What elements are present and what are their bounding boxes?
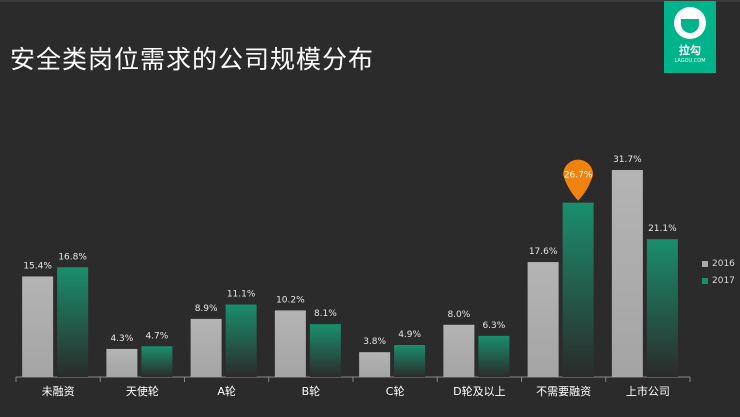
legend-label-2017: 2017 xyxy=(712,275,735,286)
data-label: 6.3% xyxy=(482,321,505,331)
data-label: 4.9% xyxy=(398,330,421,340)
bar-2016-3 xyxy=(274,310,306,377)
bar-2017-1 xyxy=(141,346,173,377)
legend-label-2016: 2016 xyxy=(712,258,735,269)
bar-2016-5 xyxy=(443,324,475,377)
bar-2017-5 xyxy=(478,335,510,377)
legend-item-2017: 2017 xyxy=(702,272,735,289)
logo-mark-icon xyxy=(674,7,706,39)
logo-subtext: LAGOU.COM xyxy=(674,58,706,64)
data-label: 4.3% xyxy=(110,334,133,344)
data-label: 16.8% xyxy=(58,252,87,262)
bar-2016-4 xyxy=(359,352,391,377)
x-tick-label: 未融资 xyxy=(42,385,75,398)
bar-2016-7 xyxy=(611,170,643,377)
bar-2017-4 xyxy=(394,345,426,377)
data-label: 3.8% xyxy=(363,337,386,347)
data-label: 17.6% xyxy=(529,247,558,257)
data-label: 8.9% xyxy=(195,304,218,314)
legend-item-2016: 2016 xyxy=(702,255,735,272)
x-tick-label: 天使轮 xyxy=(126,384,159,398)
data-label: 11.1% xyxy=(227,290,256,300)
data-label: 4.7% xyxy=(145,331,168,341)
x-tick-label: 上市公司 xyxy=(626,384,670,398)
bar-2016-1 xyxy=(106,348,138,377)
lagou-logo: 拉勾 LAGOU.COM xyxy=(664,1,716,73)
bar-2017-6 xyxy=(562,202,594,377)
x-tick-label: C轮 xyxy=(386,384,405,398)
top-border xyxy=(0,0,740,2)
chart-legend: 2016 2017 xyxy=(702,255,735,289)
bar-2016-2 xyxy=(190,318,222,377)
data-label: 21.1% xyxy=(648,224,677,234)
highlight-marker xyxy=(563,159,594,201)
legend-swatch-2017 xyxy=(702,277,708,284)
bar-2017-7 xyxy=(646,239,678,377)
bar-2017-2 xyxy=(225,304,257,377)
x-tick-label: B轮 xyxy=(302,384,321,398)
data-label: 10.2% xyxy=(276,295,305,305)
data-label: 8.0% xyxy=(447,310,470,320)
bar-2016-6 xyxy=(527,262,559,377)
page-title: 安全类岗位需求的公司规模分布 xyxy=(10,45,375,74)
bar-2017-3 xyxy=(309,324,341,377)
x-tick-label: D轮及以上 xyxy=(453,384,505,398)
bar-2016-0 xyxy=(22,276,54,377)
x-tick-label: 不需要融资 xyxy=(536,385,591,398)
data-label: 8.1% xyxy=(314,309,337,319)
x-tick-label: A轮 xyxy=(217,384,236,398)
data-label: 31.7% xyxy=(613,155,642,165)
logo-text: 拉勾 xyxy=(679,44,701,57)
data-label: 15.4% xyxy=(23,261,52,271)
legend-swatch-2016 xyxy=(702,260,708,267)
data-label: 26.7% xyxy=(564,171,593,181)
bar-2017-0 xyxy=(57,267,89,377)
